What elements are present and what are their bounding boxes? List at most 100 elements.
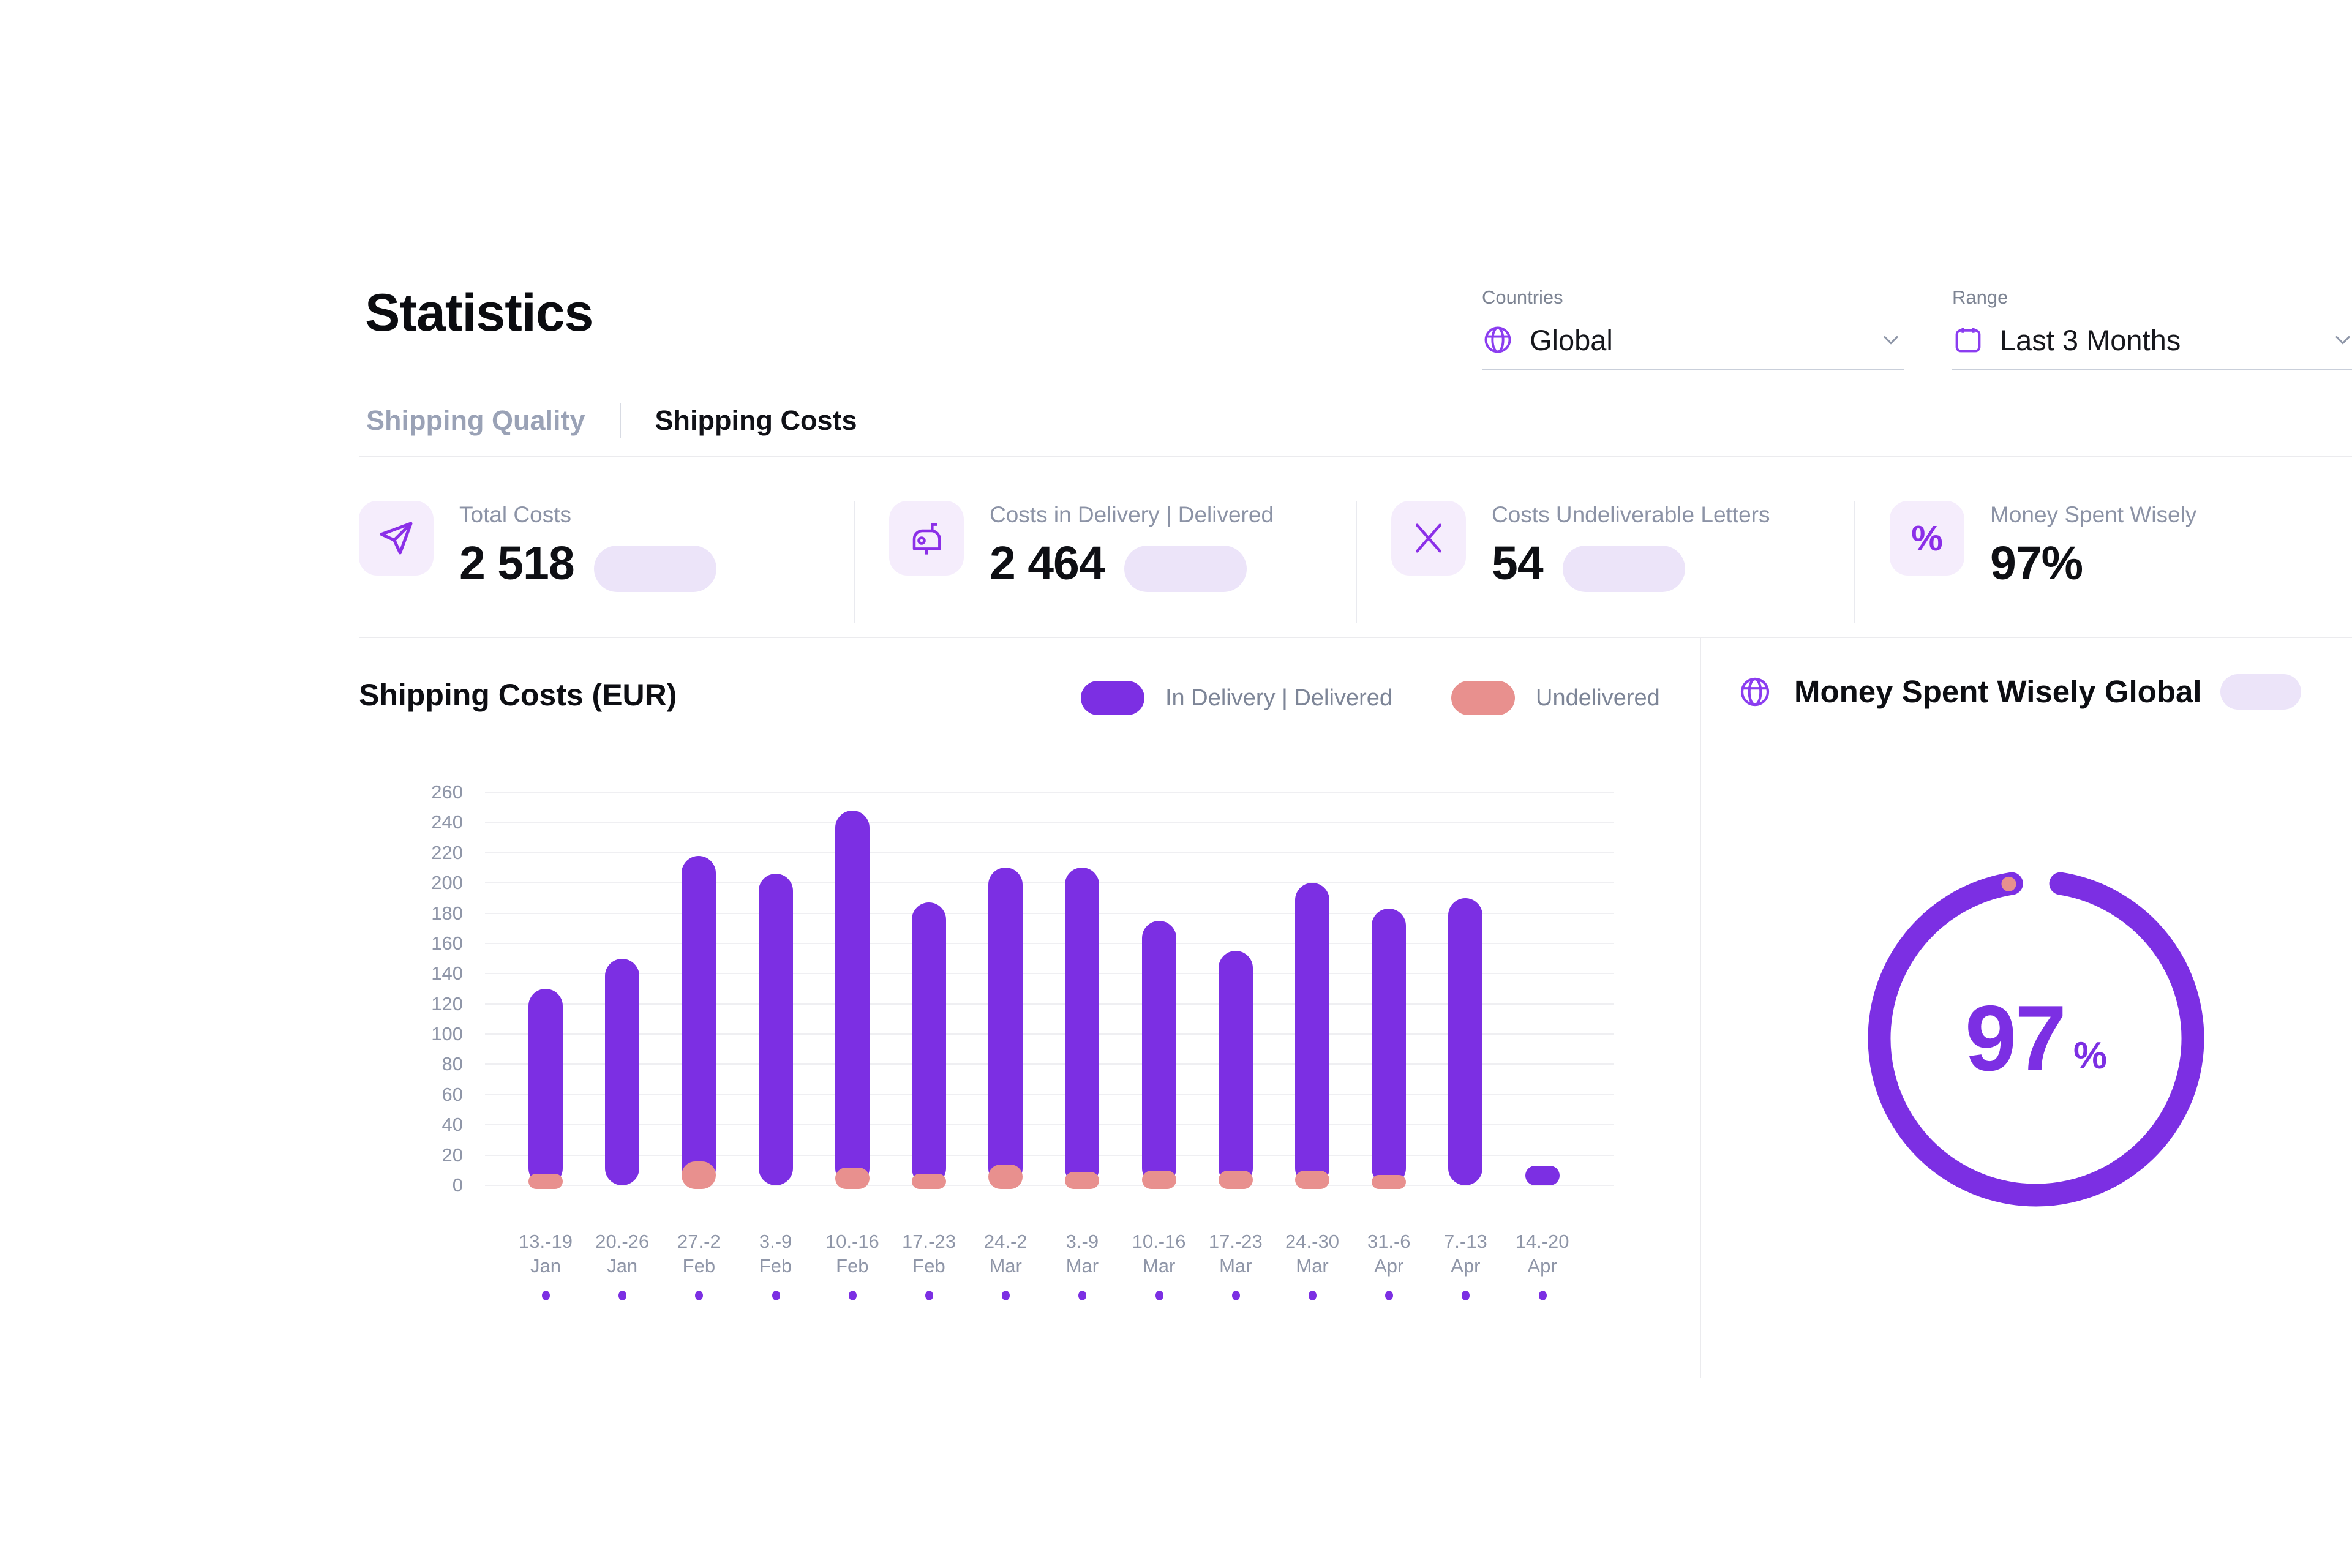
bar-delivered[interactable] — [758, 874, 793, 1185]
bar-undelivered[interactable] — [1372, 1175, 1407, 1189]
donut-percent-sign: % — [2073, 1034, 2108, 1077]
gridline — [485, 1063, 1614, 1065]
x-axis-label: 7.-13 Apr — [1444, 1231, 1487, 1277]
x-axis-label: 20.-26 Jan — [595, 1231, 650, 1277]
x-axis-label: 3.-9 Mar — [1065, 1231, 1099, 1277]
bar-undelivered[interactable] — [528, 1173, 563, 1189]
x-axis-label: 17.-23 Feb — [902, 1231, 956, 1277]
bar-delivered[interactable] — [682, 855, 716, 1189]
kpi-money-spent-wisely: % Money Spent Wisely 97% — [1854, 501, 2332, 623]
x-axis-dot[interactable] — [1462, 1291, 1470, 1300]
x-axis-dot[interactable] — [1155, 1291, 1163, 1300]
kpi-value: 2 464 — [990, 537, 1105, 590]
bar-delivered[interactable] — [835, 810, 870, 1189]
chevron-down-icon[interactable] — [2329, 326, 2352, 353]
x-axis-dot[interactable] — [695, 1291, 704, 1300]
x-axis-dot[interactable] — [1002, 1291, 1010, 1300]
x-icon — [1391, 501, 1466, 576]
y-axis-tick: 260 — [431, 781, 463, 803]
gridline — [485, 1154, 1614, 1156]
x-axis-dot[interactable] — [1078, 1291, 1087, 1300]
kpi-skeleton — [593, 545, 716, 592]
y-axis-tick: 200 — [431, 872, 463, 894]
gridline — [485, 1003, 1614, 1005]
donut-ring — [1868, 870, 2204, 1207]
bar-chart-plot: 0 20 40 60 80 100 120 140 160 180 200 220 240 260 — [431, 781, 1614, 1196]
legend-swatch-delivered — [1081, 681, 1144, 715]
gridline — [485, 1124, 1614, 1126]
x-axis-dot[interactable] — [1309, 1291, 1317, 1300]
kpi-value: 2 518 — [459, 537, 575, 590]
bar-delivered[interactable] — [1065, 868, 1100, 1189]
bar-delivered[interactable] — [605, 958, 640, 1185]
bar-delivered[interactable] — [528, 989, 563, 1189]
tab-shipping-quality[interactable]: Shipping Quality — [366, 405, 585, 436]
x-axis-dot[interactable] — [1385, 1291, 1394, 1300]
chevron-down-icon[interactable] — [1877, 326, 1904, 353]
y-axis-tick: 100 — [431, 1023, 463, 1045]
x-axis-label: 10.-16 Feb — [825, 1231, 879, 1277]
x-axis-dot[interactable] — [1538, 1291, 1547, 1300]
y-axis-tick: 60 — [441, 1083, 463, 1105]
x-axis-dot[interactable] — [925, 1291, 933, 1300]
gridline — [485, 912, 1614, 914]
legend-label-delivered: In Delivery | Delivered — [1165, 685, 1393, 711]
y-axis-tick: 220 — [431, 841, 463, 863]
mailbox-icon — [889, 501, 964, 576]
x-axis-dot[interactable] — [1231, 1291, 1240, 1300]
x-axis-dot[interactable] — [848, 1291, 857, 1300]
tabs-underline — [359, 456, 2352, 457]
donut-percent-number: 97 — [1964, 986, 2067, 1090]
bar-delivered[interactable] — [1372, 909, 1407, 1189]
donut-chart: 97 % — [1865, 867, 2207, 1210]
x-axis-label: 13.-19 Jan — [519, 1231, 573, 1277]
bar-undelivered[interactable] — [1141, 1170, 1176, 1189]
bar-chart-x-axis: 13.-19 Jan 20.-26 Jan 27.-2 Feb 3.-9 Feb 10.-16 F… — [485, 1229, 1614, 1309]
tab-shipping-costs[interactable]: Shipping Costs — [655, 405, 857, 436]
bar-delivered[interactable] — [1218, 951, 1253, 1189]
bar-delivered[interactable] — [1141, 920, 1176, 1189]
y-axis-tick: 180 — [431, 902, 463, 924]
gridline — [485, 882, 1614, 884]
x-axis-label: 3.-9 Feb — [759, 1231, 792, 1277]
y-axis-tick: 20 — [441, 1144, 463, 1166]
bar-undelivered[interactable] — [1065, 1172, 1100, 1189]
kpi-label: Costs Undeliverable Letters — [1492, 502, 1770, 527]
kpi-costs-undeliverable: Costs Undeliverable Letters 54 — [1356, 501, 1854, 623]
bar-undelivered[interactable] — [1218, 1170, 1253, 1189]
kpi-value: 97% — [1990, 537, 2083, 590]
tabs: Shipping Quality Shipping Costs — [366, 397, 857, 445]
bar-undelivered[interactable] — [988, 1164, 1023, 1189]
x-axis-dot[interactable] — [772, 1291, 780, 1300]
y-axis-tick: 240 — [431, 811, 463, 833]
bar-delivered[interactable] — [1295, 883, 1329, 1189]
range-dropdown[interactable]: Range Last 3 Months — [1952, 287, 2352, 370]
kpi-total-costs: Total Costs 2 518 — [359, 501, 854, 623]
x-axis-label: 27.-2 Feb — [677, 1231, 721, 1277]
bar-delivered[interactable] — [988, 868, 1023, 1189]
bar-undelivered[interactable] — [682, 1161, 716, 1189]
countries-value: Global — [1530, 323, 1613, 356]
legend-swatch-undelivered — [1451, 681, 1516, 715]
bar-undelivered[interactable] — [1295, 1170, 1329, 1189]
bar-undelivered[interactable] — [912, 1173, 946, 1189]
bar-undelivered[interactable] — [835, 1167, 870, 1189]
donut-center-value: 97 % — [1865, 867, 2207, 1210]
bar-delivered[interactable] — [912, 902, 946, 1189]
gridline — [485, 1093, 1614, 1095]
kpi-label: Total Costs — [459, 502, 572, 527]
kpi-value: 54 — [1492, 537, 1544, 590]
x-axis-label: 24.-30 Mar — [1285, 1231, 1339, 1277]
x-axis-dot[interactable] — [618, 1291, 627, 1300]
bar-delivered[interactable] — [1525, 1165, 1560, 1185]
x-axis-label: 17.-23 Mar — [1208, 1231, 1263, 1277]
gridline — [485, 822, 1614, 823]
gridline — [485, 973, 1614, 975]
bar-delivered[interactable] — [1448, 898, 1483, 1185]
kpi-skeleton — [1562, 545, 1685, 592]
kpi-label: Money Spent Wisely — [1990, 502, 2197, 527]
x-axis-dot[interactable] — [542, 1291, 550, 1300]
kpi-label: Costs in Delivery | Delivered — [990, 502, 1274, 527]
countries-dropdown[interactable]: Countries Global — [1482, 287, 1904, 370]
donut-panel-header: Money Spent Wisely Global — [1738, 673, 2301, 710]
